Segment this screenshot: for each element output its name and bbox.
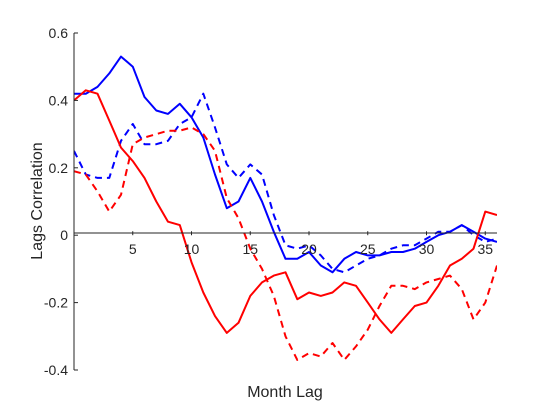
x-tick-label: 5: [129, 241, 137, 257]
y-tick-label: 0.6: [49, 25, 69, 41]
x-tick-label: 20: [301, 241, 317, 257]
y-axis-title: Lags Correlation: [29, 142, 46, 259]
x-tick-label: 15: [242, 241, 258, 257]
y-tick-label: -0.4: [44, 362, 68, 378]
x-tick-label: 10: [184, 241, 200, 257]
y-tick-label: -0.2: [44, 295, 68, 311]
series-line-4: [74, 126, 497, 361]
series-layer: [74, 55, 497, 361]
x-axis-title: Month Lag: [247, 384, 323, 401]
x-tick-label: 35: [477, 241, 493, 257]
y-tick-label: 0: [60, 227, 68, 243]
series-line-2: [74, 92, 497, 274]
y-tick-label: 0.4: [49, 92, 69, 108]
y-tick-label: 0.2: [49, 160, 69, 176]
ticks-layer: -0.4 -0.2 0 0.2 0.4 0.6 5 10 15 20 25 30 35: [44, 25, 493, 378]
series-line-3: [74, 89, 497, 334]
x-tick-label: 30: [419, 241, 435, 257]
series-line-1: [74, 55, 497, 274]
x-tick-label: 25: [360, 241, 376, 257]
